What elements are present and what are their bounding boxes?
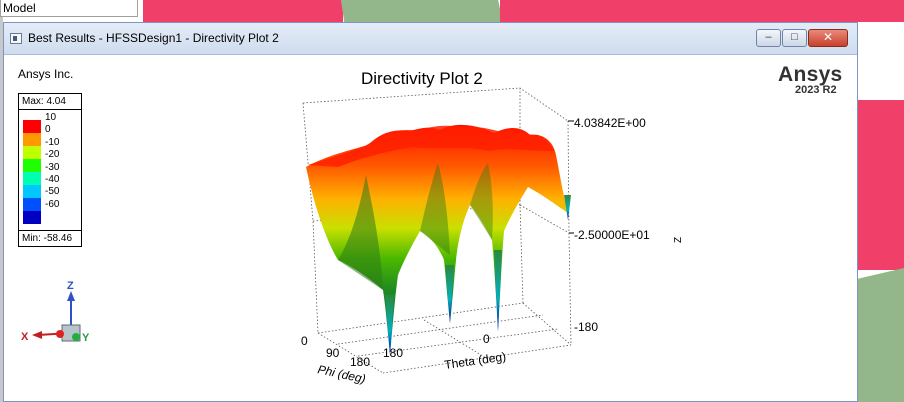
surface-crest [308,125,554,167]
axis-triad: Z X Y [21,280,90,344]
legend-color-swatch [23,185,41,198]
background-red-region-right [500,0,904,22]
window-title: Best Results - HFSSDesign1 - Directivity… [28,31,279,45]
background-red-strip [858,100,904,270]
legend-level-label: -30 [45,161,60,173]
z-axis-label: Z [673,237,684,243]
surface-valley [470,163,493,240]
legend-level-label: 10 [45,112,57,123]
legend-color-swatch [23,211,41,224]
theta-axis-label: Theta (deg) [443,349,506,371]
triad-y-marker [72,333,80,341]
close-icon: ✕ [822,30,834,44]
background-green-region [341,0,503,22]
color-legend[interactable]: Max: 4.04 10 0 -10 -20 -30 -40 -50 -60 Min: -58… [18,93,82,247]
directivity-3d-plot[interactable]: 4.03842E+00 -2.50000E+01 Z 180 0 -180 Th… [8,55,853,400]
legend-color-swatch [23,146,41,159]
surface-main [306,124,568,355]
legend-color-swatch [23,198,41,211]
legend-color-swatch [23,133,41,146]
legend-labels: 10 0 -10 -20 -30 -40 -50 -60 [45,112,59,211]
maximize-button[interactable]: □ [782,29,807,47]
plot-bounding-box [302,87,572,374]
minimize-button[interactable]: – [756,29,781,47]
background-green-corner [858,268,904,402]
plot-area[interactable]: Ansys Inc. Directivity Plot 2 Ansys 2023… [8,55,853,400]
legend-level-label: -50 [45,186,60,198]
plot-title: Directivity Plot 2 [361,69,483,88]
legend-level-label: -20 [45,149,60,161]
surface-null-spike [494,250,502,331]
surface-null-spike [564,195,571,220]
legend-color-swatch [23,159,41,172]
triad-x-label: X [21,331,29,343]
surface-null-spike [385,295,394,355]
z-tick-mid-label: -2.50000E+01 [574,228,650,242]
legend-divider [19,230,81,231]
phi-tick-label: 180 [350,355,370,369]
legend-level-label: 0 [45,124,51,136]
z-tick-top-label: 4.03842E+00 [574,116,646,130]
surface-null-spike [445,265,454,323]
model-tab[interactable]: Model [0,0,138,17]
left-panel-edge [0,17,3,402]
phi-tick-label: 90 [326,346,340,360]
triad-y-label: Y [82,332,90,344]
legend-color-swatch [23,120,41,133]
company-label: Ansys Inc. [18,67,74,81]
legend-min: Min: -58.46 [22,233,73,244]
background-red-region [143,0,343,22]
brand-logo: Ansys [778,63,843,86]
surface-valley [420,163,450,255]
plot-window: Best Results - HFSSDesign1 - Directivity… [3,22,858,402]
brand-version: 2023 R2 [795,84,837,96]
triad-x-marker [56,330,64,338]
phi-tick-label: 0 [301,334,308,348]
window-titlebar[interactable]: Best Results - HFSSDesign1 - Directivity… [4,23,857,55]
close-button[interactable]: ✕ [808,29,848,47]
surface-valley [338,175,383,290]
theta-tick-label: -180 [574,320,598,334]
minimize-icon: – [765,31,772,43]
theta-tick-label: 180 [383,346,403,360]
legend-color-scale [23,120,41,224]
legend-max: Max: 4.04 [22,96,66,107]
window-icon [10,33,22,44]
legend-level-label: -10 [45,136,60,148]
legend-level-label: -60 [45,198,60,210]
triad-z-arrow [67,291,75,301]
theta-tick-label: 0 [483,332,490,346]
maximize-icon: □ [791,31,798,43]
triad-x-arrow [32,331,42,339]
legend-level-label: -40 [45,174,60,186]
legend-divider [19,109,81,110]
triad-z-label: Z [67,280,74,292]
legend-color-swatch [23,172,41,185]
